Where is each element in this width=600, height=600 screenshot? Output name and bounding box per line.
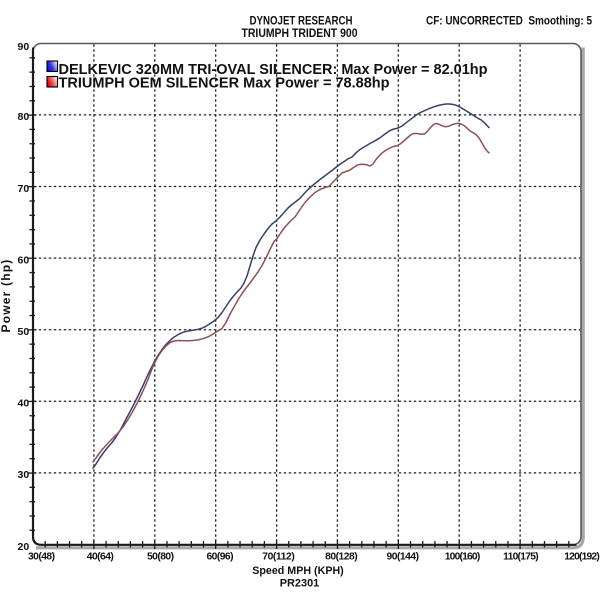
svg-text:60: 60	[18, 254, 30, 266]
svg-text:20: 20	[18, 541, 30, 553]
svg-text:30(48): 30(48)	[28, 552, 55, 563]
svg-text:80(128): 80(128)	[325, 552, 358, 563]
svg-text:DYNOJET RESEARCH: DYNOJET RESEARCH	[250, 14, 353, 28]
svg-text:Power (hp): Power (hp)	[0, 259, 13, 333]
svg-text:40(64): 40(64)	[87, 552, 114, 563]
svg-text:90(144): 90(144)	[387, 552, 420, 563]
svg-text:Speed MPH (KPH): Speed MPH (KPH)	[252, 565, 344, 577]
svg-text:90: 90	[18, 41, 30, 53]
svg-text:PR2301: PR2301	[280, 577, 320, 589]
svg-text:100(160): 100(160)	[445, 552, 481, 563]
svg-text:TRIUMPH OEM SILENCER Max Power: TRIUMPH OEM SILENCER Max Power = 78.88hp	[59, 76, 390, 92]
svg-text:50: 50	[18, 326, 30, 338]
svg-text:110(175): 110(175)	[503, 552, 539, 563]
svg-text:60(96): 60(96)	[207, 552, 234, 563]
svg-text:120(192): 120(192)	[564, 552, 600, 563]
svg-text:30: 30	[18, 469, 30, 481]
svg-text:50(80): 50(80)	[147, 552, 174, 563]
svg-text:40: 40	[18, 398, 30, 410]
svg-text:TRIUMPH TRIDENT 900: TRIUMPH TRIDENT 900	[242, 26, 358, 40]
svg-text:DELKEVIC 320MM TRI-OVAL SILENC: DELKEVIC 320MM TRI-OVAL SILENCER: Max Po…	[59, 62, 488, 78]
svg-text:80: 80	[18, 111, 30, 123]
svg-text:CF: UNCORRECTED Smoothing: 5: CF: UNCORRECTED Smoothing: 5	[426, 14, 592, 28]
svg-text:70: 70	[18, 183, 30, 195]
svg-text:70(112): 70(112)	[262, 552, 295, 563]
